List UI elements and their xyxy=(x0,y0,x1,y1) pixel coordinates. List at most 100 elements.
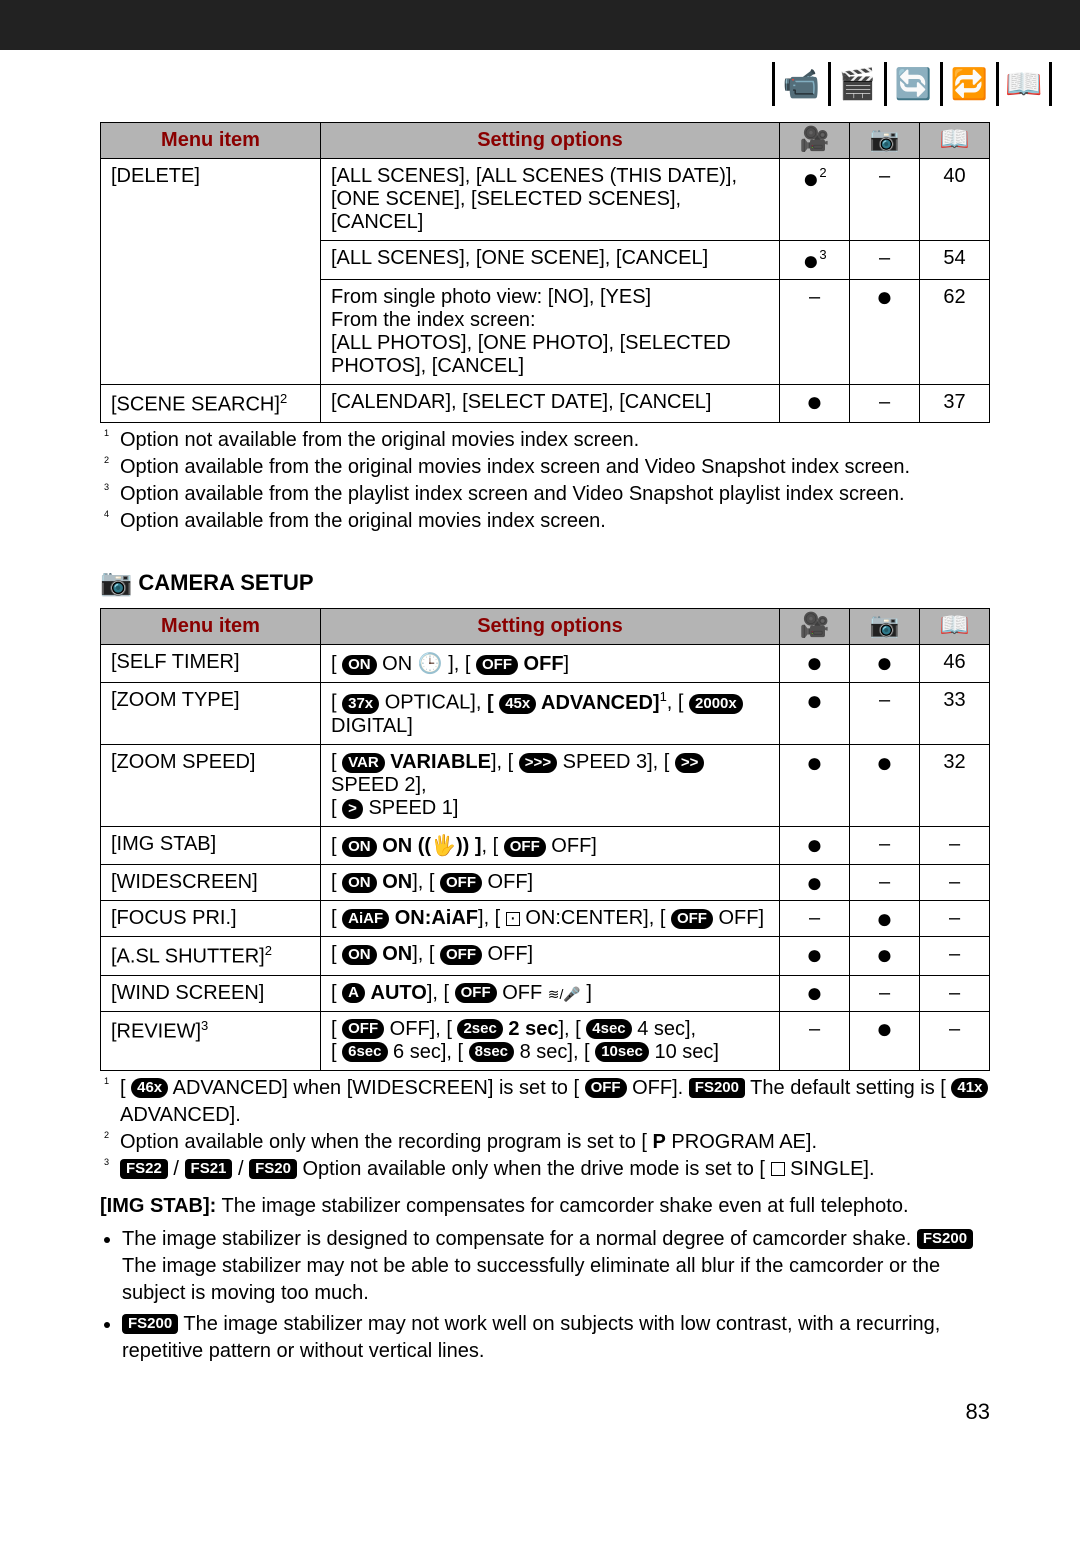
footnote: 1Option not available from the original … xyxy=(104,427,990,454)
header-movie-icon: 🎥 xyxy=(780,123,850,159)
menu-item-cell: [DELETE] xyxy=(101,159,321,385)
setting-options-cell: [CALENDAR], [SELECT DATE], [CANCEL] xyxy=(321,384,780,423)
header-photo-icon: 📷 xyxy=(850,123,920,159)
availability-cell: – xyxy=(780,900,850,936)
table-row: [FOCUS PRI.][ AiAF ON:AiAF], [ ON:CENTER… xyxy=(101,900,990,936)
section-tab-3[interactable]: 🔁 xyxy=(940,62,996,106)
availability-cell: ● xyxy=(780,864,850,900)
availability-cell: – xyxy=(850,975,920,1011)
header-movie-icon: 🎥 xyxy=(780,609,850,645)
availability-cell: 54 xyxy=(920,241,990,280)
availability-cell: ● xyxy=(780,936,850,975)
menu-item-cell: [REVIEW]3 xyxy=(101,1011,321,1070)
availability-cell: ●3 xyxy=(780,241,850,280)
table-row: [DELETE][ALL SCENES], [ALL SCENES (THIS … xyxy=(101,159,990,241)
menu-item-cell: [WIND SCREEN] xyxy=(101,975,321,1011)
availability-cell: – xyxy=(920,975,990,1011)
availability-cell: – xyxy=(850,826,920,864)
table-row: [WIDESCREEN][ ON ON], [ OFF OFF]●–– xyxy=(101,864,990,900)
page-number: 83 xyxy=(0,1399,1080,1445)
availability-cell: ● xyxy=(850,279,920,384)
footnote: 4Option available from the original movi… xyxy=(104,508,990,535)
availability-cell: 46 xyxy=(920,645,990,683)
menu-item-cell: [ZOOM SPEED] xyxy=(101,744,321,826)
camera-icon: 📷 xyxy=(100,567,132,598)
header-menu-item: Menu item xyxy=(101,123,321,159)
menu-item-cell: [SELF TIMER] xyxy=(101,645,321,683)
table-row: [SELF TIMER][ ON ON 🕒 ], [ OFF OFF]●●46 xyxy=(101,645,990,683)
footnote: 3Option available from the playlist inde… xyxy=(104,481,990,508)
table-row: [IMG STAB][ ON ON ((🖐)) ], [ OFF OFF]●–– xyxy=(101,826,990,864)
setting-options-cell: From single photo view: [NO], [YES]From … xyxy=(321,279,780,384)
availability-cell: – xyxy=(850,683,920,745)
footnote: 1[ 46x ADVANCED] when [WIDESCREEN] is se… xyxy=(104,1075,990,1129)
table-row: [REVIEW]3[ OFF OFF], [ 2sec 2 sec], [ 4s… xyxy=(101,1011,990,1070)
setting-options-cell: [ VAR VARIABLE], [ >>> SPEED 3], [ >> SP… xyxy=(321,744,780,826)
availability-cell: – xyxy=(920,936,990,975)
img-stab-description: [IMG STAB]: The image stabilizer compens… xyxy=(100,1193,990,1365)
availability-cell: – xyxy=(920,864,990,900)
section-tab-0[interactable]: 📹 xyxy=(772,62,828,106)
setting-options-cell: [ A AUTO], [ OFF OFF ≋/🎤 ] xyxy=(321,975,780,1011)
setting-options-cell: [ ON ON], [ OFF OFF] xyxy=(321,864,780,900)
camera-setup-title: CAMERA SETUP xyxy=(138,570,313,596)
availability-cell: ● xyxy=(850,645,920,683)
availability-cell: – xyxy=(780,279,850,384)
section-tab-1[interactable]: 🎬 xyxy=(828,62,884,106)
camera-setup-heading: 📷 CAMERA SETUP xyxy=(100,567,990,598)
menu-item-cell: [A.SL SHUTTER]2 xyxy=(101,936,321,975)
availability-cell: ● xyxy=(780,975,850,1011)
availability-cell: ● xyxy=(780,645,850,683)
availability-cell: ● xyxy=(780,826,850,864)
availability-cell: ● xyxy=(850,900,920,936)
availability-cell: 32 xyxy=(920,744,990,826)
availability-cell: 37 xyxy=(920,384,990,423)
menu-item-cell: [SCENE SEARCH]2 xyxy=(101,384,321,423)
setting-options-cell: [ 37x OPTICAL], [ 45x ADVANCED]1, [ 2000… xyxy=(321,683,780,745)
availability-cell: – xyxy=(850,384,920,423)
footnote: 2Option available from the original movi… xyxy=(104,454,990,481)
setting-options-cell: [ OFF OFF], [ 2sec 2 sec], [ 4sec 4 sec]… xyxy=(321,1011,780,1070)
header-menu-item: Menu item xyxy=(101,609,321,645)
availability-cell: ●2 xyxy=(780,159,850,241)
menu-item-cell: [WIDESCREEN] xyxy=(101,864,321,900)
header-page-icon: 📖 xyxy=(920,609,990,645)
table-row: [ZOOM SPEED][ VAR VARIABLE], [ >>> SPEED… xyxy=(101,744,990,826)
footnote: 3FS22 / FS21 / FS20 Option available onl… xyxy=(104,1156,990,1183)
bullet-item: FS200 The image stabilizer may not work … xyxy=(122,1311,990,1365)
setting-options-cell: [ AiAF ON:AiAF], [ ON:CENTER], [ OFF OFF… xyxy=(321,900,780,936)
setting-options-cell: [ ON ON ((🖐)) ], [ OFF OFF] xyxy=(321,826,780,864)
availability-cell: ● xyxy=(780,683,850,745)
header-setting-options: Setting options xyxy=(321,123,780,159)
availability-cell: ● xyxy=(780,384,850,423)
availability-cell: – xyxy=(920,826,990,864)
setting-options-cell: [ ON ON 🕒 ], [ OFF OFF] xyxy=(321,645,780,683)
availability-cell: – xyxy=(780,1011,850,1070)
availability-cell: – xyxy=(920,900,990,936)
availability-cell: 40 xyxy=(920,159,990,241)
header-setting-options: Setting options xyxy=(321,609,780,645)
table-row: [SCENE SEARCH]2[CALENDAR], [SELECT DATE]… xyxy=(101,384,990,423)
table1-footnotes: 1Option not available from the original … xyxy=(100,427,990,535)
availability-cell: – xyxy=(850,864,920,900)
bullet-item: The image stabilizer is designed to comp… xyxy=(122,1226,990,1307)
table-row: [ZOOM TYPE][ 37x OPTICAL], [ 45x ADVANCE… xyxy=(101,683,990,745)
availability-cell: – xyxy=(850,241,920,280)
table-row: [WIND SCREEN][ A AUTO], [ OFF OFF ≋/🎤 ]●… xyxy=(101,975,990,1011)
availability-cell: 62 xyxy=(920,279,990,384)
footnote: 2Option available only when the recordin… xyxy=(104,1129,990,1156)
setting-options-cell: [ALL SCENES], [ONE SCENE], [CANCEL] xyxy=(321,241,780,280)
camera-setup-table: Menu item Setting options 🎥 📷 📖 [SELF TI… xyxy=(100,608,990,1070)
delete-table: Menu item Setting options 🎥 📷 📖 [DELETE]… xyxy=(100,122,990,423)
section-tabs: 📹🎬🔄🔁📖 xyxy=(0,50,1080,112)
availability-cell: – xyxy=(920,1011,990,1070)
header-page-icon: 📖 xyxy=(920,123,990,159)
header-photo-icon: 📷 xyxy=(850,609,920,645)
section-tab-2[interactable]: 🔄 xyxy=(884,62,940,106)
availability-cell: ● xyxy=(850,1011,920,1070)
availability-cell: – xyxy=(850,159,920,241)
menu-item-cell: [IMG STAB] xyxy=(101,826,321,864)
table2-footnotes: 1[ 46x ADVANCED] when [WIDESCREEN] is se… xyxy=(100,1075,990,1183)
table-row: [A.SL SHUTTER]2[ ON ON], [ OFF OFF]●●– xyxy=(101,936,990,975)
section-tab-4[interactable]: 📖 xyxy=(996,62,1052,106)
